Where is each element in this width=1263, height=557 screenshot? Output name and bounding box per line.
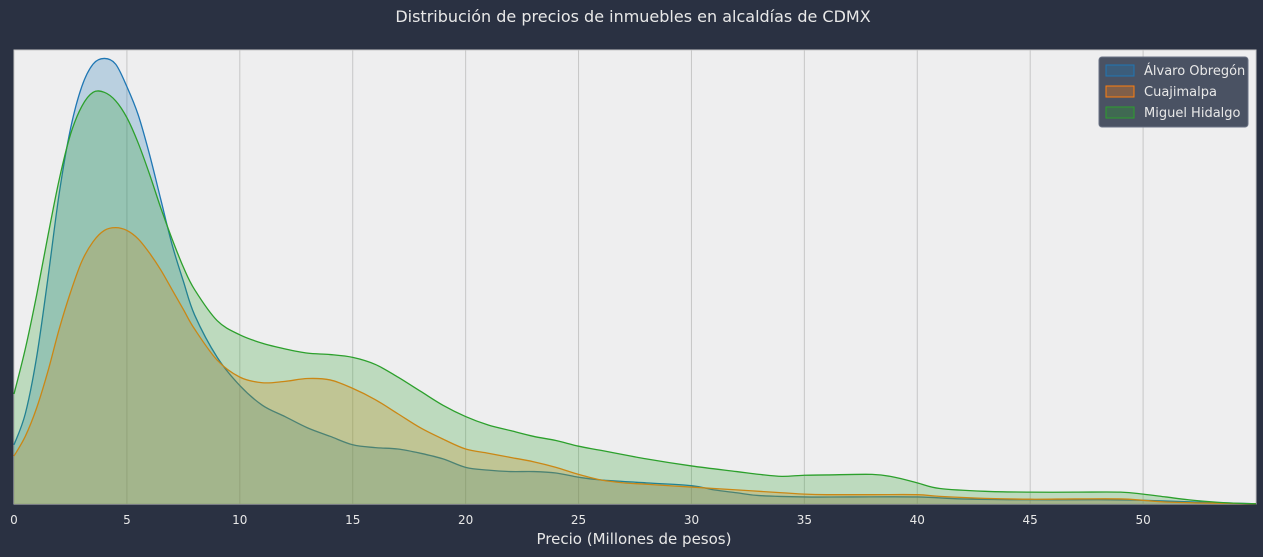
x-tick-label-40: 40 [910, 513, 925, 527]
series-2-line [13, 90, 1257, 505]
legend-swatch-1[interactable] [1105, 85, 1135, 98]
x-axis-label: Precio (Millones de pesos) [537, 530, 732, 548]
series-1-line [13, 226, 1257, 505]
series-0-line [13, 57, 1257, 505]
x-tick-label-0: 0 [10, 513, 18, 527]
x-tick-label-15: 15 [345, 513, 360, 527]
series-2-area [14, 90, 1256, 504]
series-0-area [14, 58, 1256, 505]
x-tick-label-35: 35 [797, 513, 812, 527]
x-tick-label-20: 20 [458, 513, 473, 527]
legend-label-1[interactable]: Cuajimalpa [1144, 85, 1217, 100]
grid [13, 50, 1144, 504]
legend-swatch-2[interactable] [1105, 106, 1135, 119]
x-tick-label-30: 30 [684, 513, 699, 527]
x-tick-label-5: 5 [123, 513, 131, 527]
chart-title: Distribución de precios de inmuebles en … [395, 7, 870, 26]
legend-box [1098, 56, 1249, 128]
x-tick-label-25: 25 [571, 513, 586, 527]
series-layer [13, 57, 1257, 505]
plot-area [13, 49, 1257, 505]
x-axis: 0 5 10 15 20 25 30 35 40 45 50 [10, 513, 1151, 527]
x-tick-label-50: 50 [1135, 513, 1150, 527]
legend-label-0[interactable]: Álvaro Obregón [1144, 63, 1245, 79]
x-tick-label-45: 45 [1023, 513, 1038, 527]
legend-label-2[interactable]: Miguel Hidalgo [1144, 106, 1241, 121]
series-1-area [14, 227, 1256, 504]
legend[interactable]: Álvaro Obregón Cuajimalpa Miguel Hidalgo [1098, 56, 1249, 128]
x-tick-label-10: 10 [232, 513, 247, 527]
legend-swatch-0[interactable] [1105, 64, 1135, 77]
